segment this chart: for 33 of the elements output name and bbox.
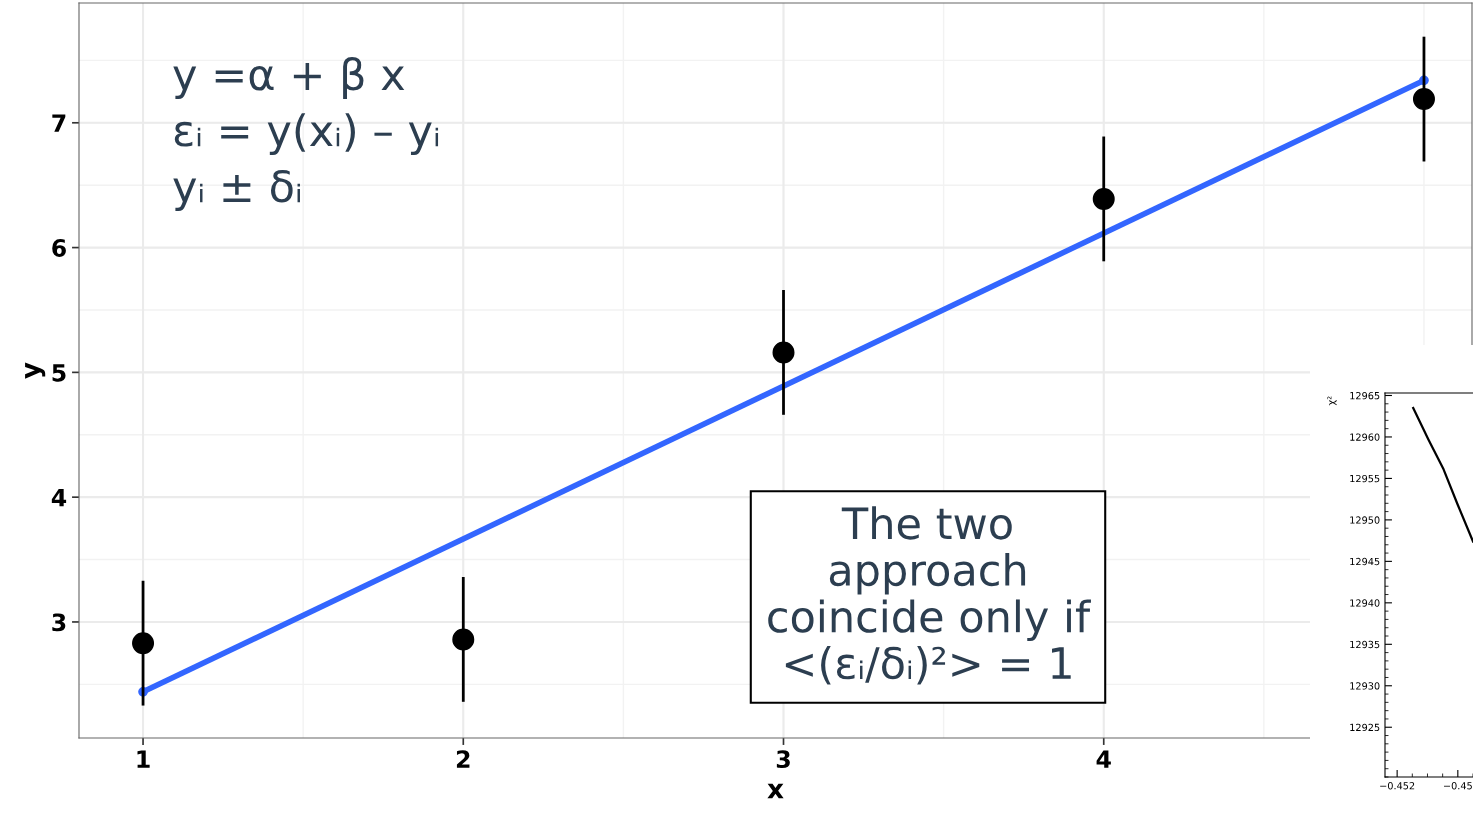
y-tick-label: 12940 [1350,599,1380,607]
y-tick-label: 6 [52,239,66,257]
y-tick-label: 12945 [1350,557,1380,566]
y-axis-title: χ² [1327,396,1337,406]
point [772,341,795,364]
point [132,632,155,655]
annotation: The two approach coincide only if <(εᵢ/δᵢ)²> = 1 [768,506,1091,685]
y-tick-label: 7 [52,114,66,132]
annotation: y =α + β x [173,57,405,99]
point [452,628,475,651]
line-series [1412,406,1473,543]
x-tick-label: 4 [1096,750,1111,768]
y-axis-title: y [25,362,46,379]
y-tick-label: 12925 [1350,723,1380,732]
x-tick-label: −0.452 [1380,782,1415,790]
annotation: εᵢ = y(xᵢ) – yᵢ [174,113,439,155]
y-tick-label: 12950 [1350,516,1380,524]
y-tick-label: 3 [52,613,66,632]
y-tick-label: 12960 [1350,433,1380,441]
x-tick-label: −0.45 [1443,782,1472,790]
x-axis-title: x [767,783,784,799]
y-tick-label: 12965 [1350,391,1380,400]
y-tick-label: 12955 [1350,474,1380,483]
point [1092,187,1115,210]
point [1412,88,1435,111]
y-tick-label: 4 [51,488,67,507]
x-tick-label: 1 [137,750,150,768]
y-tick-label: 5 [52,364,66,382]
annotation: yᵢ ± δᵢ [173,170,300,211]
x-tick-label: 2 [456,750,470,768]
y-tick-label: 12930 [1350,682,1380,690]
y-tick-label: 12935 [1350,640,1380,649]
x-tick-label: 3 [776,750,790,769]
